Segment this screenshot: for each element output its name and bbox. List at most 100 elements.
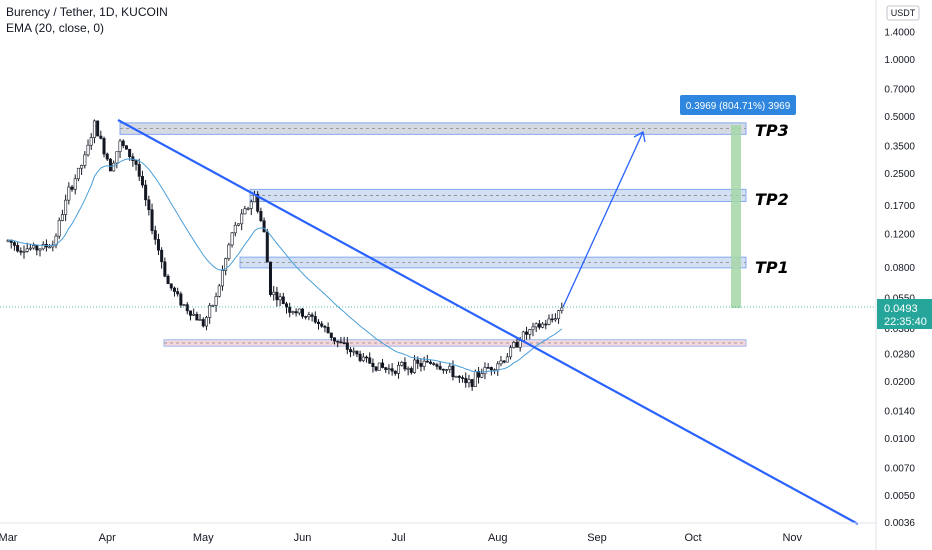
candle-body	[60, 214, 64, 221]
downtrend-line[interactable]	[117, 119, 859, 525]
candle-body	[291, 311, 295, 313]
candle-body	[342, 342, 346, 345]
candle-body	[438, 366, 442, 370]
candle-body	[544, 323, 548, 326]
candle-body	[67, 186, 71, 201]
candle-body	[108, 158, 112, 172]
candle-body	[531, 326, 535, 330]
candle-body	[160, 249, 164, 263]
candle-body	[156, 239, 160, 251]
candle-body	[461, 377, 465, 379]
candle-body	[505, 356, 509, 363]
candle-body	[220, 270, 224, 287]
candle-body	[16, 245, 20, 252]
candle-body	[275, 291, 279, 301]
candle-body	[448, 365, 452, 370]
chart-title: Burency / Tether, 1D, KUCOIN	[6, 5, 168, 19]
candle-body	[272, 291, 276, 295]
candle-body	[429, 361, 433, 364]
candle-body	[515, 342, 519, 348]
candle-body	[451, 365, 455, 378]
candle-body	[400, 362, 404, 366]
candle-body	[320, 323, 324, 327]
candle-body	[512, 342, 516, 348]
time-tick: Jun	[294, 532, 312, 544]
candle-body	[204, 317, 208, 327]
candle-body	[57, 220, 61, 237]
candle-body	[41, 243, 45, 250]
candle-body	[377, 362, 381, 371]
candle-body	[333, 337, 337, 342]
price-axis[interactable]: 1.4000 1.0000 0.7000 0.5000 0.3500 0.2500 0.17…	[884, 27, 915, 529]
candle-body	[256, 194, 260, 212]
candle-body	[361, 356, 365, 361]
candle-body	[281, 296, 285, 305]
candle-body	[560, 307, 564, 311]
currency-badge: USDT	[886, 5, 920, 21]
measure-label-text: 0.3969 (804.71%) 3969	[686, 101, 791, 112]
measure-label: 0.3969 (804.71%) 3969	[680, 95, 796, 115]
candle-body	[38, 248, 42, 251]
candle-body	[28, 247, 32, 250]
time-tick: Apr	[99, 532, 116, 544]
candle-body	[249, 201, 253, 209]
candle-body	[480, 373, 484, 378]
candle-body	[467, 379, 471, 384]
price-tick: 0.0100	[884, 434, 915, 445]
measure-bar[interactable]	[731, 125, 741, 308]
candle-body	[528, 329, 532, 335]
candle-body	[371, 362, 375, 367]
time-tick: Mar	[0, 532, 18, 544]
time-tick: Oct	[684, 532, 701, 544]
candle-body	[384, 367, 388, 370]
candle-body	[374, 366, 378, 371]
candle-body	[105, 153, 109, 160]
projection-arrowhead	[633, 130, 646, 143]
candle-body	[144, 184, 148, 201]
candle-body	[198, 319, 202, 321]
price-tick: 0.0200	[884, 377, 915, 388]
candle-body	[76, 167, 80, 180]
candle-body	[470, 379, 474, 387]
candle-body	[355, 350, 359, 355]
candle-body	[358, 353, 362, 361]
candle-body	[86, 144, 90, 156]
time-axis[interactable]: Mar Apr May Jun Jul Aug Sep Oct Nov	[0, 532, 803, 544]
candle-body	[473, 370, 477, 387]
candle-body	[294, 311, 298, 314]
candle-body	[211, 304, 215, 307]
candle-body	[112, 162, 116, 172]
candle-body	[541, 323, 545, 328]
candle-body	[323, 325, 327, 328]
candle-body	[403, 362, 407, 370]
candle-body	[224, 258, 228, 271]
candle-body	[70, 186, 74, 190]
candle-body	[25, 248, 29, 252]
candle-body	[268, 261, 272, 295]
candle-body	[329, 332, 333, 338]
candle-body	[259, 211, 263, 222]
projection-arrow[interactable]	[562, 131, 644, 308]
candle-body	[278, 296, 282, 301]
candle-body	[96, 120, 100, 137]
candle-body	[185, 304, 189, 312]
candle-body	[73, 178, 77, 190]
candle-body	[48, 246, 52, 249]
candle-body	[537, 323, 541, 328]
candle-body	[176, 291, 180, 295]
candle-body	[236, 223, 240, 226]
candles	[6, 119, 564, 391]
candle-body	[22, 251, 26, 253]
candle-body	[307, 314, 311, 318]
candle-body	[310, 314, 314, 317]
candle-body	[336, 340, 340, 343]
candle-body	[486, 367, 490, 369]
candle-body	[300, 308, 304, 317]
candle-body	[217, 285, 221, 297]
candle-body	[208, 305, 212, 318]
candle-body	[413, 359, 417, 373]
candle-body	[419, 363, 423, 367]
candle-body	[339, 341, 343, 344]
candle-body	[326, 327, 330, 334]
